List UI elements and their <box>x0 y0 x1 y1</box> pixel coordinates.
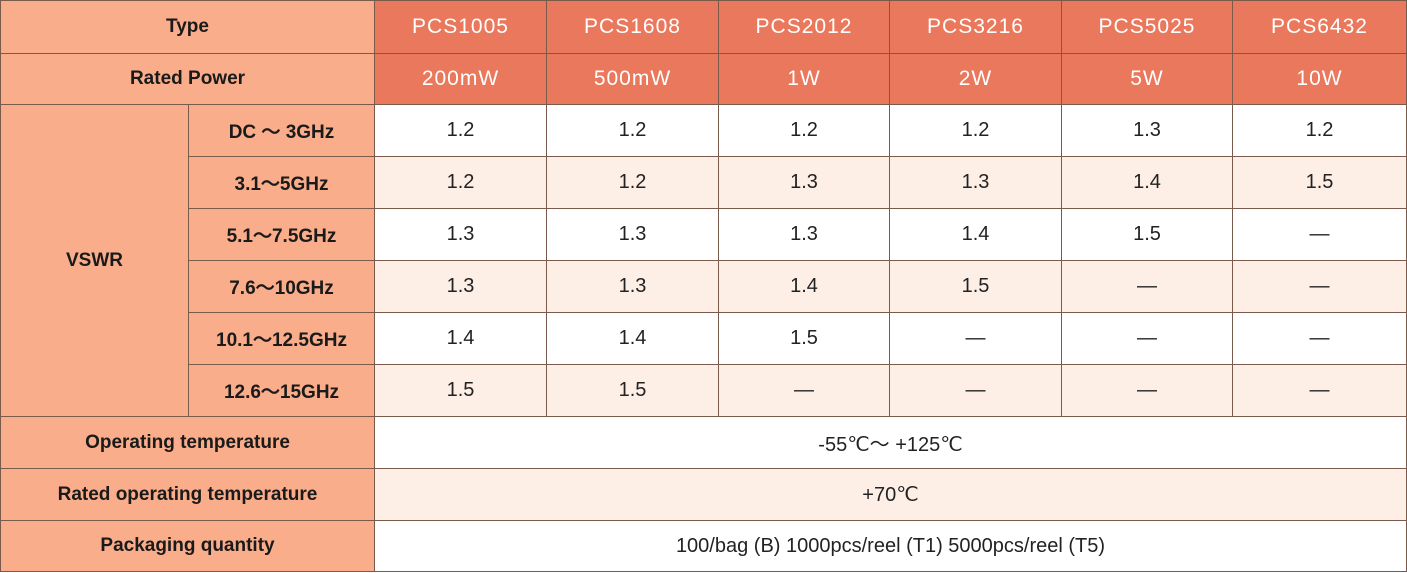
vswr-value: 1.2 <box>374 104 547 157</box>
type-label: Type <box>0 0 375 54</box>
rated-power-cell: 1W <box>718 53 890 105</box>
vswr-row: 10.1～12.5GHz 1.4 1.4 1.5 — — — <box>1 312 1407 365</box>
vswr-value: 1.3 <box>718 208 890 261</box>
vswr-value: 1.2 <box>374 156 547 209</box>
vswr-value: 1.3 <box>718 156 890 209</box>
type-cell: PCS1005 <box>374 0 547 54</box>
rated-power-cell: 10W <box>1232 53 1407 105</box>
vswr-value: 1.3 <box>546 260 719 313</box>
vswr-label: VSWR <box>0 104 189 417</box>
rated-power-cell: 200mW <box>374 53 547 105</box>
rated-power-cell: 2W <box>889 53 1062 105</box>
vswr-value: 1.4 <box>1061 156 1233 209</box>
vswr-row: 7.6～10GHz 1.3 1.3 1.4 1.5 — — <box>1 260 1407 313</box>
vswr-row: VSWR DC ～ 3GHz 1.2 1.2 1.2 1.2 1.3 1.2 <box>0 104 1407 417</box>
packaging-quantity-row: Packaging quantity 100/bag (B) 1000pcs/r… <box>0 520 1407 572</box>
rated-operating-temperature-value: +70℃ <box>374 468 1407 521</box>
type-cell: PCS1608 <box>546 0 719 54</box>
vswr-value: 1.2 <box>718 104 890 157</box>
type-cell: PCS2012 <box>718 0 890 54</box>
rated-operating-temperature-row: Rated operating temperature +70℃ <box>0 468 1407 521</box>
frequency-range: DC ～ 3GHz <box>188 104 375 157</box>
frequency-range: 5.1～7.5GHz <box>188 208 375 261</box>
vswr-row: 12.6～15GHz 1.5 1.5 — — — — <box>1 364 1407 417</box>
frequency-range: 3.1～5GHz <box>188 156 375 209</box>
vswr-value: 1.2 <box>889 104 1062 157</box>
vswr-value: — <box>718 364 890 417</box>
vswr-value: 1.4 <box>718 260 890 313</box>
type-cell: PCS6432 <box>1232 0 1407 54</box>
vswr-value: 1.5 <box>889 260 1062 313</box>
vswr-value: — <box>1232 208 1407 261</box>
rated-power-row: Rated Power 200mW 500mW 1W 2W 5W 10W <box>0 53 1407 105</box>
vswr-value: 1.2 <box>546 104 719 157</box>
frequency-range: 10.1～12.5GHz <box>188 312 375 365</box>
vswr-value: 1.5 <box>718 312 890 365</box>
vswr-value: 1.4 <box>889 208 1062 261</box>
packaging-quantity-label: Packaging quantity <box>0 520 375 572</box>
vswr-value: — <box>1061 312 1233 365</box>
vswr-row: 5.1～7.5GHz 1.3 1.3 1.3 1.4 1.5 — <box>1 208 1407 261</box>
operating-temperature-row: Operating temperature -55℃～ +125℃ <box>0 416 1407 469</box>
vswr-value: — <box>1061 364 1233 417</box>
packaging-quantity-value: 100/bag (B) 1000pcs/reel (T1) 5000pcs/re… <box>374 520 1407 572</box>
vswr-value: 1.4 <box>374 312 547 365</box>
frequency-range: 7.6～10GHz <box>188 260 375 313</box>
frequency-range: 12.6～15GHz <box>188 364 375 417</box>
operating-temperature-value: -55℃～ +125℃ <box>374 416 1407 469</box>
vswr-value: 1.2 <box>546 156 719 209</box>
vswr-value: — <box>889 364 1062 417</box>
vswr-value: 1.3 <box>374 208 547 261</box>
vswr-value: 1.5 <box>546 364 719 417</box>
type-row: Type PCS1005 PCS1608 PCS2012 PCS3216 PCS… <box>0 0 1407 54</box>
vswr-row: 3.1～5GHz 1.2 1.2 1.3 1.3 1.4 1.5 <box>1 156 1407 209</box>
vswr-value: 1.5 <box>1232 156 1407 209</box>
vswr-value: 1.2 <box>1232 104 1407 157</box>
vswr-value: 1.3 <box>546 208 719 261</box>
vswr-value: — <box>1232 312 1407 365</box>
vswr-value: 1.5 <box>1061 208 1233 261</box>
rated-power-label: Rated Power <box>0 53 375 105</box>
type-cell: PCS5025 <box>1061 0 1233 54</box>
vswr-value: 1.4 <box>546 312 719 365</box>
vswr-value: 1.5 <box>374 364 547 417</box>
rated-operating-temperature-label: Rated operating temperature <box>0 468 375 521</box>
vswr-value: — <box>1232 364 1407 417</box>
vswr-value: 1.3 <box>374 260 547 313</box>
vswr-value: — <box>1232 260 1407 313</box>
vswr-value: 1.3 <box>889 156 1062 209</box>
rated-power-cell: 500mW <box>546 53 719 105</box>
rated-power-cell: 5W <box>1061 53 1233 105</box>
vswr-value: — <box>889 312 1062 365</box>
type-cell: PCS3216 <box>889 0 1062 54</box>
operating-temperature-label: Operating temperature <box>0 416 375 469</box>
vswr-value: — <box>1061 260 1233 313</box>
vswr-value: 1.3 <box>1061 104 1233 157</box>
